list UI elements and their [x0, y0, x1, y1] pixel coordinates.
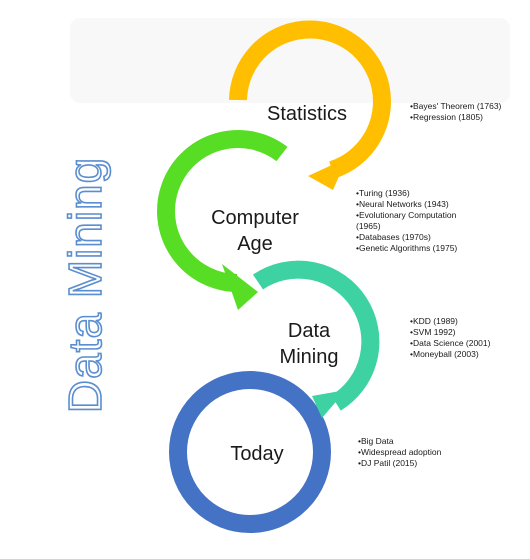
stage-label-statistics: Statistics — [262, 101, 352, 127]
bullet-item: Databases (1970s) — [356, 232, 476, 243]
stage-label-data-mining: Data Mining — [264, 318, 354, 370]
bullet-item: Widespread adoption — [358, 447, 478, 458]
today-bullets: Big Data Widespread adoption DJ Patil (2… — [358, 436, 478, 469]
computer-age-bullets: Turing (1936) Neural Networks (1943) Evo… — [356, 188, 476, 254]
bullet-item: Bayes' Theorem (1763) — [410, 101, 525, 112]
bullet-item: Turing (1936) — [356, 188, 476, 199]
bullet-item: Data Science (2001) — [410, 338, 525, 349]
bullet-item: Big Data — [358, 436, 478, 447]
diagram-title: Data Mining — [58, 157, 112, 413]
bullet-item: Moneyball (2003) — [410, 349, 525, 360]
data-mining-bullets: KDD (1989) SVM 1992) Data Science (2001)… — [410, 316, 525, 360]
stage-label-computer-age: Computer Age — [200, 205, 310, 257]
bullet-item: Evolutionary Computation (1965) — [356, 210, 476, 232]
statistics-bullets: Bayes' Theorem (1763) Regression (1805) — [410, 101, 525, 123]
bullet-item: KDD (1989) — [410, 316, 525, 327]
bullet-item: Genetic Algorithms (1975) — [356, 243, 476, 254]
bullet-item: SVM 1992) — [410, 327, 525, 338]
bullet-item: Regression (1805) — [410, 112, 525, 123]
stage-label-today: Today — [212, 441, 302, 467]
bullet-item: DJ Patil (2015) — [358, 458, 478, 469]
vertical-title-container: Data Mining — [20, 140, 150, 430]
bullet-item: Neural Networks (1943) — [356, 199, 476, 210]
